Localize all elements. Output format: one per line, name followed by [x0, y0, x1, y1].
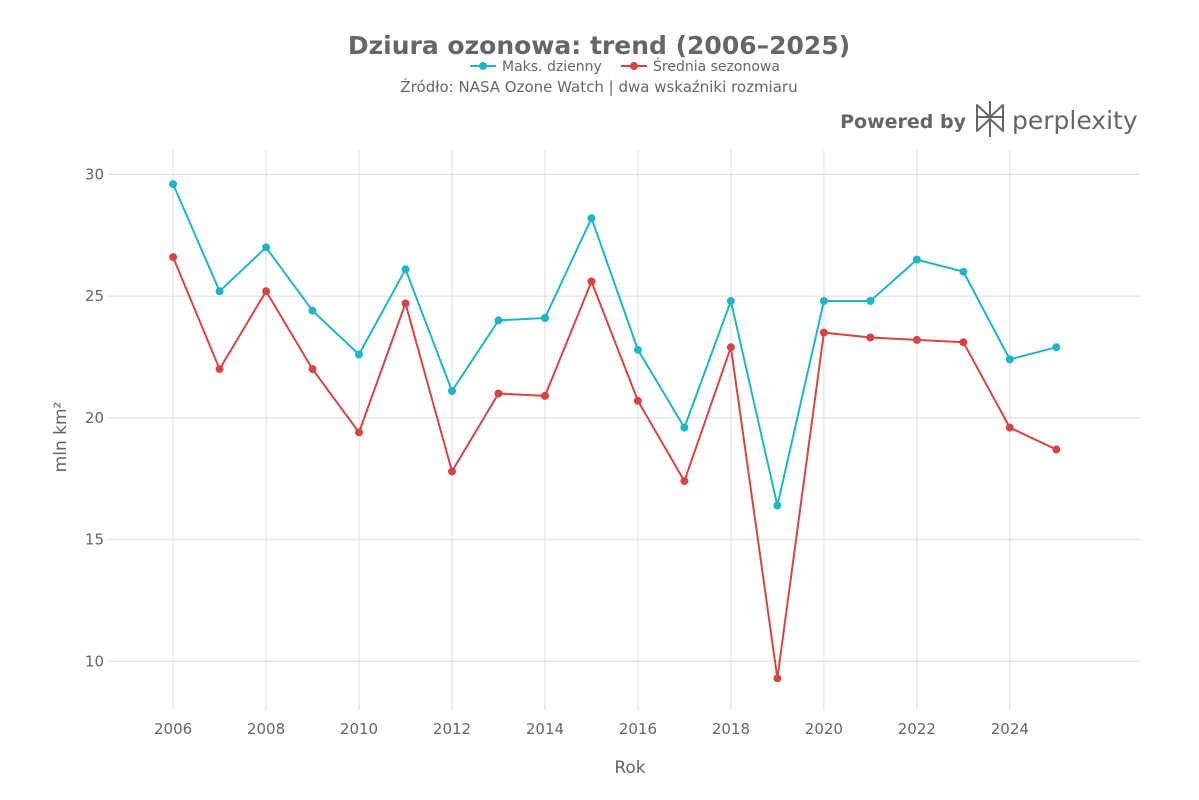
x-axis-ticks: 2006 2008 2010 2012 2014 2016 2018 2020 2022 2024	[154, 720, 1029, 738]
data-point-mean[interactable]	[959, 338, 968, 347]
data-point-max[interactable]	[262, 243, 271, 252]
data-point-max[interactable]	[308, 306, 317, 315]
series-line-mean	[172, 256, 1057, 680]
data-point-max[interactable]	[959, 267, 968, 276]
data-point-mean[interactable]	[1052, 445, 1061, 454]
x-tick-label: 2020	[805, 720, 843, 738]
data-point-max[interactable]	[401, 265, 410, 274]
data-point-mean[interactable]	[169, 253, 178, 262]
x-tick-label: 2024	[991, 720, 1029, 738]
perplexity-wordmark: perplexity	[1012, 106, 1138, 135]
chart-subtitle: Źródło: NASA Ozone Watch | dwa wskaźniki…	[400, 77, 797, 96]
data-point-max[interactable]	[215, 287, 224, 296]
data-point-max[interactable]	[1052, 343, 1061, 352]
data-point-mean[interactable]	[448, 467, 456, 476]
data-point-mean[interactable]	[773, 674, 782, 683]
y-tick-label: 10	[85, 652, 104, 670]
brand: Powered by perplexity	[840, 101, 1138, 137]
data-point-mean[interactable]	[541, 391, 549, 400]
x-tick-label: 2012	[433, 720, 471, 738]
data-point-mean[interactable]	[494, 389, 503, 398]
legend: Maks. dzienny Średnia sezonowa	[470, 57, 780, 75]
data-point-mean[interactable]	[262, 287, 271, 296]
legend-item-mean[interactable]: Średnia sezonowa	[621, 57, 780, 75]
data-point-mean[interactable]	[1005, 423, 1014, 432]
data-point-mean[interactable]	[819, 328, 828, 337]
y-tick-label: 15	[85, 531, 104, 549]
x-tick-label: 2008	[247, 720, 285, 738]
x-tick-label: 2014	[526, 720, 564, 738]
legend-marker-mean	[630, 62, 638, 70]
data-point-mean[interactable]	[866, 333, 875, 342]
y-axis-title: mln km²	[51, 402, 71, 473]
legend-item-max[interactable]: Maks. dzienny	[470, 59, 602, 75]
data-point-max[interactable]	[866, 297, 875, 305]
data-point-max[interactable]	[355, 350, 363, 359]
y-gridlines	[108, 173, 1140, 662]
data-point-max[interactable]	[1005, 355, 1014, 364]
x-gridlines	[172, 150, 1011, 710]
series-line-max	[172, 183, 1057, 507]
x-tick-label: 2022	[898, 720, 936, 738]
data-point-mean[interactable]	[401, 299, 410, 308]
y-axis-ticks: 10 15 20 25 30	[85, 165, 104, 670]
x-tick-label: 2016	[619, 720, 657, 738]
data-point-mean[interactable]	[355, 428, 363, 437]
data-point-max[interactable]	[169, 180, 178, 189]
legend-label-max: Maks. dzienny	[502, 59, 602, 75]
legend-marker-max	[479, 62, 487, 70]
powered-by-label: Powered by	[840, 111, 966, 133]
data-point-mean[interactable]	[912, 335, 921, 344]
data-point-max[interactable]	[912, 255, 921, 264]
data-point-mean[interactable]	[215, 365, 224, 374]
perplexity-logo-icon	[976, 101, 1004, 137]
data-point-max[interactable]	[448, 387, 456, 395]
data-point-mean[interactable]	[680, 477, 689, 486]
data-point-max[interactable]	[773, 501, 782, 510]
data-point-max[interactable]	[680, 423, 689, 432]
x-axis-title: Rok	[614, 758, 645, 778]
data-point-mean[interactable]	[587, 277, 596, 286]
data-point-mean[interactable]	[633, 396, 642, 405]
data-point-mean[interactable]	[726, 343, 735, 352]
data-point-max[interactable]	[726, 297, 735, 305]
y-tick-label: 25	[85, 287, 104, 305]
y-tick-label: 30	[85, 165, 104, 183]
x-tick-label: 2018	[712, 720, 750, 738]
series-layer	[169, 180, 1061, 683]
data-point-max[interactable]	[819, 297, 828, 305]
data-point-max[interactable]	[541, 314, 549, 322]
data-point-mean[interactable]	[308, 365, 317, 374]
y-tick-label: 20	[85, 409, 104, 427]
data-point-max[interactable]	[633, 345, 642, 354]
data-point-max[interactable]	[587, 214, 596, 223]
legend-label-mean: Średnia sezonowa	[653, 57, 780, 75]
x-tick-label: 2006	[154, 720, 192, 738]
chart-title: Dziura ozonowa: trend (2006–2025)	[348, 31, 850, 60]
data-point-max[interactable]	[494, 316, 503, 325]
x-tick-label: 2010	[340, 720, 378, 738]
